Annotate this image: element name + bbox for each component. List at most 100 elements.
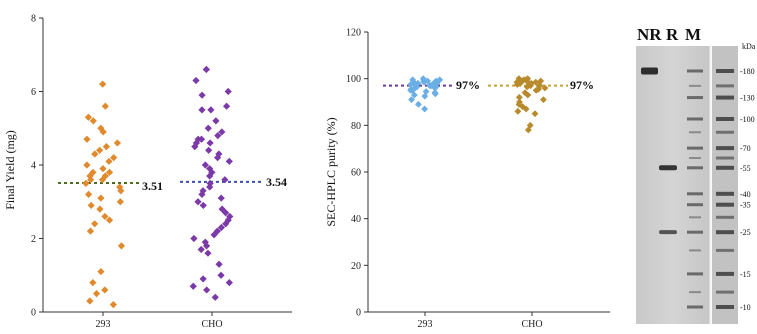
purity-x-tick-cho: CHO bbox=[521, 319, 542, 330]
gel-marker-band bbox=[716, 84, 734, 88]
yield-point-293 bbox=[98, 176, 107, 184]
yield-point-cho bbox=[203, 286, 211, 294]
purity-point-293 bbox=[414, 79, 422, 87]
gel-ladder-band bbox=[687, 166, 703, 170]
gel-r-band bbox=[659, 165, 677, 171]
yield-point-cho bbox=[224, 87, 232, 96]
yield-point-293 bbox=[116, 198, 124, 206]
gel-marker-label: -100 bbox=[740, 115, 755, 124]
gel-marker-label: -130 bbox=[740, 94, 755, 103]
purity-point-293 bbox=[431, 90, 439, 98]
yield-y-tick-label: 6 bbox=[31, 87, 36, 98]
yield-x-tick-293: 293 bbox=[96, 319, 111, 330]
gel-nr-band bbox=[641, 67, 658, 75]
purity-point-cho bbox=[524, 91, 532, 99]
yield-point-cho bbox=[222, 102, 231, 110]
purity-point-293 bbox=[409, 76, 417, 84]
yield-point-cho bbox=[213, 154, 222, 162]
yield-point-cho bbox=[217, 223, 226, 232]
gel-lane-label-m: M bbox=[685, 25, 701, 44]
purity-point-cho bbox=[540, 96, 547, 104]
yield-point-cho bbox=[199, 275, 207, 283]
yield-point-cho bbox=[206, 139, 214, 147]
gel-marker-band bbox=[716, 156, 734, 160]
purity-y-tick-label: 80 bbox=[351, 121, 361, 132]
gel-marker-band bbox=[716, 271, 734, 276]
gel-ladder-band bbox=[687, 203, 703, 207]
yield-point-cho bbox=[212, 117, 220, 125]
purity-y-tick-label: 100 bbox=[346, 74, 361, 85]
purity-point-293 bbox=[421, 105, 429, 113]
gel-background bbox=[636, 46, 710, 324]
purity-point-293 bbox=[420, 78, 428, 86]
purity-point-cho bbox=[535, 82, 543, 90]
yield-point-cho bbox=[199, 201, 207, 210]
gel-marker-band bbox=[716, 191, 734, 196]
purity-point-293 bbox=[411, 81, 419, 88]
purity-point-293 bbox=[407, 81, 415, 88]
gel-ladder-band bbox=[689, 249, 701, 252]
gel-marker-band bbox=[716, 230, 734, 235]
gel-ladder-band bbox=[689, 216, 701, 219]
yield-point-cho bbox=[202, 65, 210, 74]
gel-marker-strip bbox=[712, 46, 738, 324]
yield-point-cho bbox=[189, 282, 197, 290]
gel-marker-band bbox=[716, 165, 734, 170]
purity-y-tick-label: 0 bbox=[356, 308, 361, 319]
purity-point-cho bbox=[514, 107, 522, 115]
yield-point-cho bbox=[205, 146, 213, 154]
yield-point-293 bbox=[83, 135, 91, 143]
gel-marker-label: -55 bbox=[740, 164, 751, 173]
yield-y-axis-label: Final Yield (mg) bbox=[3, 130, 17, 210]
gel-marker-band bbox=[716, 130, 734, 134]
purity-point-cho bbox=[515, 93, 523, 101]
yield-point-293 bbox=[101, 102, 109, 110]
purity-mean-label-293: 97% bbox=[456, 78, 480, 92]
yield-point-293 bbox=[101, 286, 109, 294]
purity-point-cho bbox=[524, 126, 532, 134]
yield-point-293 bbox=[96, 205, 104, 213]
gel-marker-label: -70 bbox=[740, 144, 751, 153]
gel-ladder-band bbox=[689, 157, 701, 160]
yield-point-293 bbox=[84, 113, 92, 121]
yield-point-cho bbox=[197, 135, 206, 143]
yield-point-cho bbox=[214, 132, 222, 140]
yield-point-cho bbox=[194, 198, 202, 206]
yield-point-cho bbox=[191, 143, 199, 151]
yield-point-cho bbox=[221, 176, 229, 184]
yield-point-293 bbox=[91, 150, 99, 158]
yield-y-tick-label: 2 bbox=[31, 234, 36, 245]
yield-point-cho bbox=[210, 231, 218, 239]
gel-marker-label: -25 bbox=[740, 228, 751, 237]
gel-ladder-band bbox=[687, 69, 703, 73]
yield-point-cho bbox=[222, 209, 230, 217]
yield-point-cho bbox=[225, 157, 233, 165]
gel-ladder-band bbox=[687, 305, 703, 309]
yield-point-cho bbox=[202, 242, 211, 250]
sds-page-gel: NR R M kDa -180 -130 -100 -70 -55 -40 -35 -25 -1… bbox=[636, 25, 756, 324]
purity-point-cho bbox=[523, 83, 531, 91]
yield-point-293 bbox=[86, 297, 94, 305]
yield-point-cho bbox=[197, 245, 205, 254]
gel-marker-band bbox=[716, 215, 734, 219]
yield-chart: 0 2 4 6 8 293 CHO Final Yield (mg) 3.51 3.54 bbox=[3, 14, 292, 330]
gel-marker-label: -180 bbox=[740, 67, 755, 76]
gel-marker-label: -40 bbox=[740, 190, 751, 199]
gel-marker-band bbox=[716, 69, 734, 73]
yield-point-293 bbox=[96, 146, 104, 154]
yield-point-293 bbox=[99, 165, 107, 173]
yield-point-cho bbox=[215, 260, 223, 268]
gel-lane-label-r: R bbox=[666, 25, 679, 44]
gel-ladder-band bbox=[689, 291, 701, 294]
gel-marker-band bbox=[716, 248, 734, 252]
yield-point-293 bbox=[101, 212, 109, 221]
yield-point-293 bbox=[89, 117, 97, 125]
yield-point-cho bbox=[198, 106, 206, 114]
gel-ladder-band bbox=[687, 192, 703, 196]
yield-point-cho bbox=[206, 183, 214, 191]
gel-unit-label: kDa bbox=[742, 42, 756, 51]
gel-marker-band bbox=[716, 146, 734, 151]
purity-point-293 bbox=[426, 82, 434, 90]
yield-point-cho bbox=[198, 91, 206, 99]
